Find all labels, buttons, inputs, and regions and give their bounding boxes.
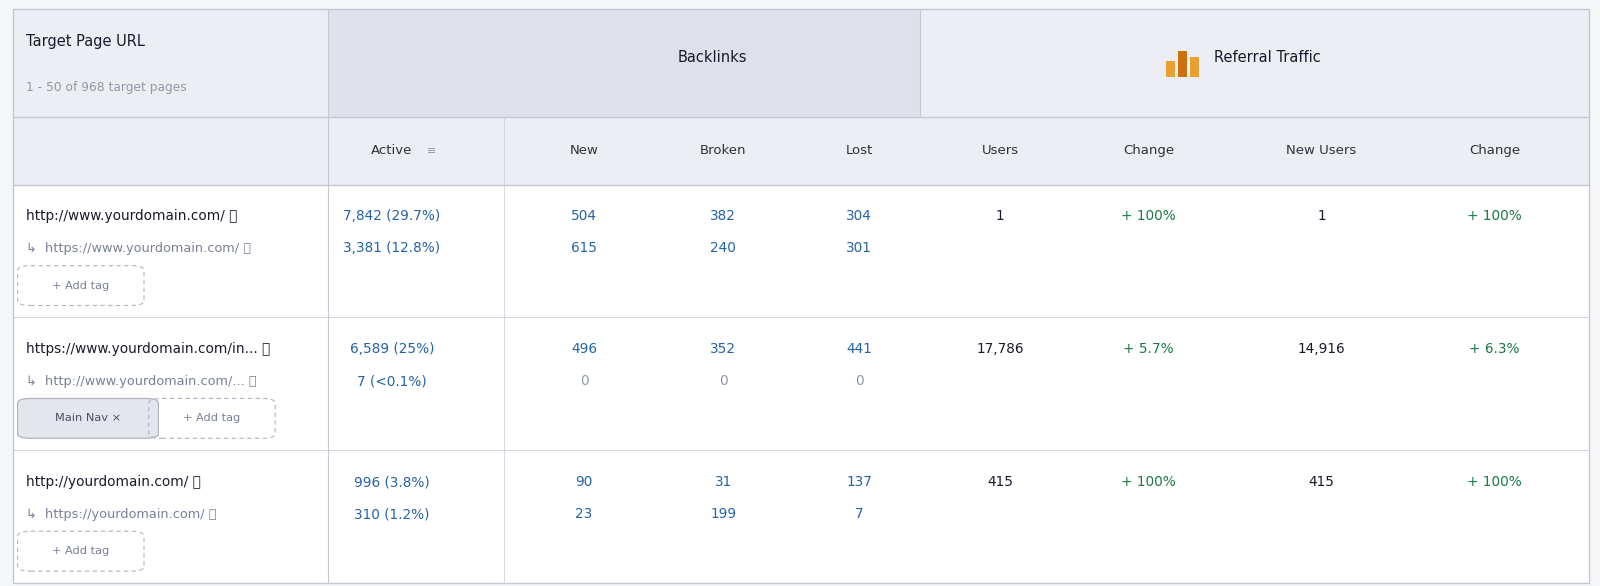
Text: 1 - 50 of 968 target pages: 1 - 50 of 968 target pages — [26, 81, 186, 94]
Text: 240: 240 — [710, 241, 736, 255]
Text: 996 (3.8%): 996 (3.8%) — [354, 475, 430, 489]
Text: Active: Active — [371, 144, 413, 158]
Text: 17,786: 17,786 — [976, 342, 1024, 356]
Text: 615: 615 — [571, 241, 597, 255]
Text: ≡: ≡ — [427, 146, 437, 156]
Text: + 100%: + 100% — [1122, 209, 1176, 223]
Text: New: New — [570, 144, 598, 158]
FancyBboxPatch shape — [13, 117, 1589, 185]
Text: 1: 1 — [1317, 209, 1326, 223]
FancyBboxPatch shape — [328, 9, 504, 185]
Text: ↳  https://yourdomain.com/ ⧉: ↳ https://yourdomain.com/ ⧉ — [26, 507, 216, 520]
Text: 352: 352 — [710, 342, 736, 356]
Text: 0: 0 — [718, 374, 728, 388]
Text: Users: Users — [981, 144, 1019, 158]
Text: Target Page URL: Target Page URL — [26, 33, 144, 49]
FancyBboxPatch shape — [1190, 57, 1198, 77]
Text: 14,916: 14,916 — [1298, 342, 1346, 356]
Text: 415: 415 — [987, 475, 1013, 489]
Text: Change: Change — [1123, 144, 1174, 158]
Text: 1: 1 — [995, 209, 1005, 223]
Text: 3,381 (12.8%): 3,381 (12.8%) — [344, 241, 440, 255]
Text: 504: 504 — [571, 209, 597, 223]
Text: 7,842 (29.7%): 7,842 (29.7%) — [344, 209, 440, 223]
Text: + 100%: + 100% — [1467, 209, 1522, 223]
Text: 382: 382 — [710, 209, 736, 223]
Text: Main Nav ×: Main Nav × — [54, 413, 122, 423]
Text: https://www.yourdomain.com/in... ⧉: https://www.yourdomain.com/in... ⧉ — [26, 342, 270, 356]
Text: http://yourdomain.com/ ⧉: http://yourdomain.com/ ⧉ — [26, 475, 200, 489]
Text: 0: 0 — [854, 374, 864, 388]
Text: Broken: Broken — [699, 144, 747, 158]
Text: + Add tag: + Add tag — [184, 413, 240, 423]
Text: Change: Change — [1469, 144, 1520, 158]
FancyBboxPatch shape — [328, 9, 920, 117]
Text: 31: 31 — [715, 475, 731, 489]
Text: + 6.3%: + 6.3% — [1469, 342, 1520, 356]
FancyBboxPatch shape — [18, 398, 158, 438]
FancyBboxPatch shape — [920, 9, 1589, 117]
Text: 7: 7 — [854, 507, 864, 521]
Text: + Add tag: + Add tag — [53, 546, 109, 556]
Text: + 100%: + 100% — [1467, 475, 1522, 489]
Text: 90: 90 — [576, 475, 592, 489]
Text: ↳  https://www.yourdomain.com/ ⧉: ↳ https://www.yourdomain.com/ ⧉ — [26, 242, 251, 255]
FancyBboxPatch shape — [13, 9, 1589, 117]
Text: + Add tag: + Add tag — [53, 281, 109, 291]
Text: 137: 137 — [846, 475, 872, 489]
Text: 0: 0 — [579, 374, 589, 388]
FancyBboxPatch shape — [1166, 61, 1174, 77]
Text: + 5.7%: + 5.7% — [1123, 342, 1174, 356]
Text: 304: 304 — [846, 209, 872, 223]
Text: + 100%: + 100% — [1122, 475, 1176, 489]
Text: 415: 415 — [1309, 475, 1334, 489]
Text: 310 (1.2%): 310 (1.2%) — [354, 507, 430, 521]
FancyBboxPatch shape — [1178, 51, 1187, 77]
Text: 7 (<0.1%): 7 (<0.1%) — [357, 374, 427, 388]
Text: ↳  http://www.yourdomain.com/... ⧉: ↳ http://www.yourdomain.com/... ⧉ — [26, 374, 256, 388]
Text: 23: 23 — [576, 507, 592, 521]
Text: 441: 441 — [846, 342, 872, 356]
Text: New Users: New Users — [1286, 144, 1357, 158]
Text: 199: 199 — [710, 507, 736, 521]
Text: Backlinks: Backlinks — [677, 50, 747, 64]
Text: Lost: Lost — [845, 144, 874, 158]
Text: 6,589 (25%): 6,589 (25%) — [350, 342, 434, 356]
Text: 496: 496 — [571, 342, 597, 356]
Text: Referral Traffic: Referral Traffic — [1214, 50, 1322, 64]
Text: http://www.yourdomain.com/ ⧉: http://www.yourdomain.com/ ⧉ — [26, 209, 237, 223]
Text: 301: 301 — [846, 241, 872, 255]
FancyBboxPatch shape — [13, 9, 1589, 583]
